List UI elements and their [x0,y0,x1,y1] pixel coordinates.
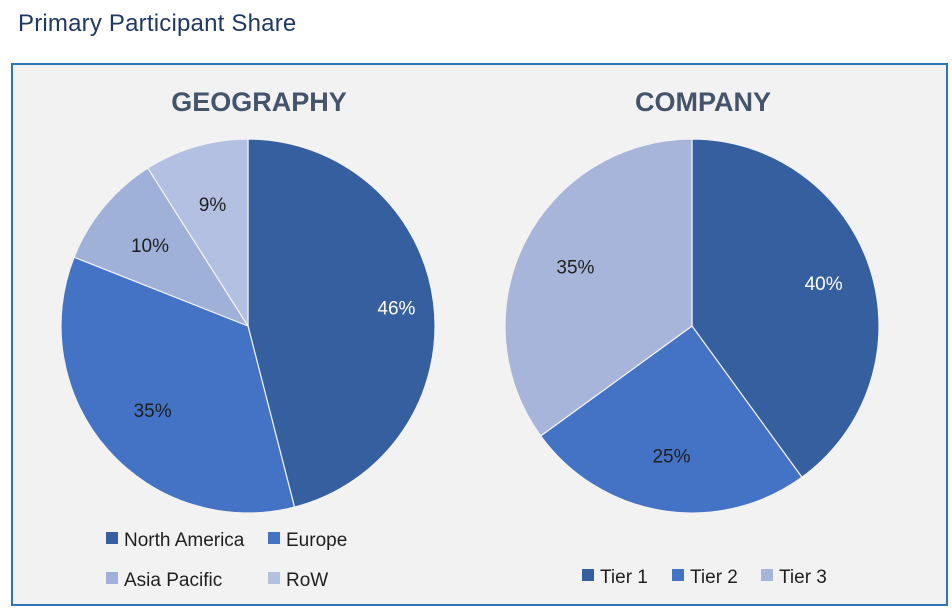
pie-slice-tier-3 [504,138,693,437]
legend-label-tier-3: Tier 3 [779,567,827,588]
data-label-tier-1: 40% [805,274,843,295]
data-label-europe: 35% [134,401,172,422]
legend-label-tier-2: Tier 2 [690,567,738,588]
company-legend: Tier 1 Tier 2 Tier 3 [582,567,827,588]
legend-label-asia-pacific: Asia Pacific [124,570,222,591]
pie-slice-asia-pacific [73,167,250,328]
legend-swatch-north-america [106,532,118,544]
legend-swatch-tier-2 [672,569,684,581]
company-pie: 40% 25% 35% [504,138,880,514]
pie-slice-north-america [247,138,436,508]
pie-slice-tier-1 [691,138,880,479]
geography-legend: North America Europe Asia Pacific RoW [106,530,347,591]
pie-slice-europe [60,256,296,514]
pie-slice-tier-2 [539,325,803,514]
legend-label-europe: Europe [286,530,347,551]
data-label-tier-2: 25% [652,446,690,467]
legend-swatch-europe [268,532,280,544]
geography-pie: 46% 35% 10% 9% [60,138,436,514]
pie-slice-row [146,138,249,329]
legend-label-north-america: North America [124,530,245,551]
page-title: Primary Participant Share [18,10,297,37]
data-label-north-america: 46% [377,298,415,319]
legend-swatch-tier-3 [761,569,773,581]
legend-swatch-asia-pacific [106,572,118,584]
legend-swatch-row [268,572,280,584]
data-label-tier-3: 35% [556,258,594,279]
data-label-row: 9% [199,195,227,216]
company-chart-title: COMPANY [635,87,771,117]
legend-label-row: RoW [286,570,328,591]
legend-swatch-tier-1 [582,569,594,581]
legend-label-tier-1: Tier 1 [600,567,648,588]
data-label-asia-pacific: 10% [131,236,169,257]
geography-chart-title: GEOGRAPHY [171,87,347,117]
